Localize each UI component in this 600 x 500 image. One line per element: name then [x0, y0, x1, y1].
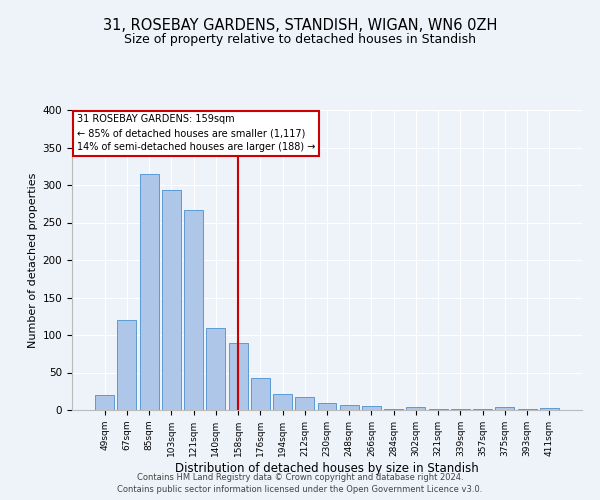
Bar: [429, 408, 448, 410]
Bar: [317, 403, 337, 410]
Bar: [162, 190, 181, 410]
Text: 31, ROSEBAY GARDENS, STANDISH, WIGAN, WN6 0ZH: 31, ROSEBAY GARDENS, STANDISH, WIGAN, WN…: [103, 18, 497, 32]
Bar: [273, 394, 292, 410]
Bar: [95, 395, 114, 410]
Bar: [340, 405, 359, 410]
Y-axis label: Number of detached properties: Number of detached properties: [28, 172, 38, 348]
Bar: [229, 342, 248, 410]
Bar: [473, 409, 492, 410]
Bar: [540, 408, 559, 410]
Bar: [406, 407, 425, 410]
Bar: [362, 406, 381, 410]
Bar: [251, 378, 270, 410]
Text: Contains HM Land Registry data © Crown copyright and database right 2024.: Contains HM Land Registry data © Crown c…: [137, 472, 463, 482]
Bar: [496, 407, 514, 410]
Text: Size of property relative to detached houses in Standish: Size of property relative to detached ho…: [124, 32, 476, 46]
Text: Contains public sector information licensed under the Open Government Licence v3: Contains public sector information licen…: [118, 485, 482, 494]
Bar: [184, 210, 203, 410]
Bar: [518, 409, 536, 410]
Bar: [295, 397, 314, 410]
Bar: [451, 408, 470, 410]
Bar: [206, 328, 225, 410]
Text: 31 ROSEBAY GARDENS: 159sqm
← 85% of detached houses are smaller (1,117)
14% of s: 31 ROSEBAY GARDENS: 159sqm ← 85% of deta…: [77, 114, 316, 152]
Bar: [384, 408, 403, 410]
Bar: [118, 320, 136, 410]
X-axis label: Distribution of detached houses by size in Standish: Distribution of detached houses by size …: [175, 462, 479, 474]
Bar: [140, 174, 158, 410]
